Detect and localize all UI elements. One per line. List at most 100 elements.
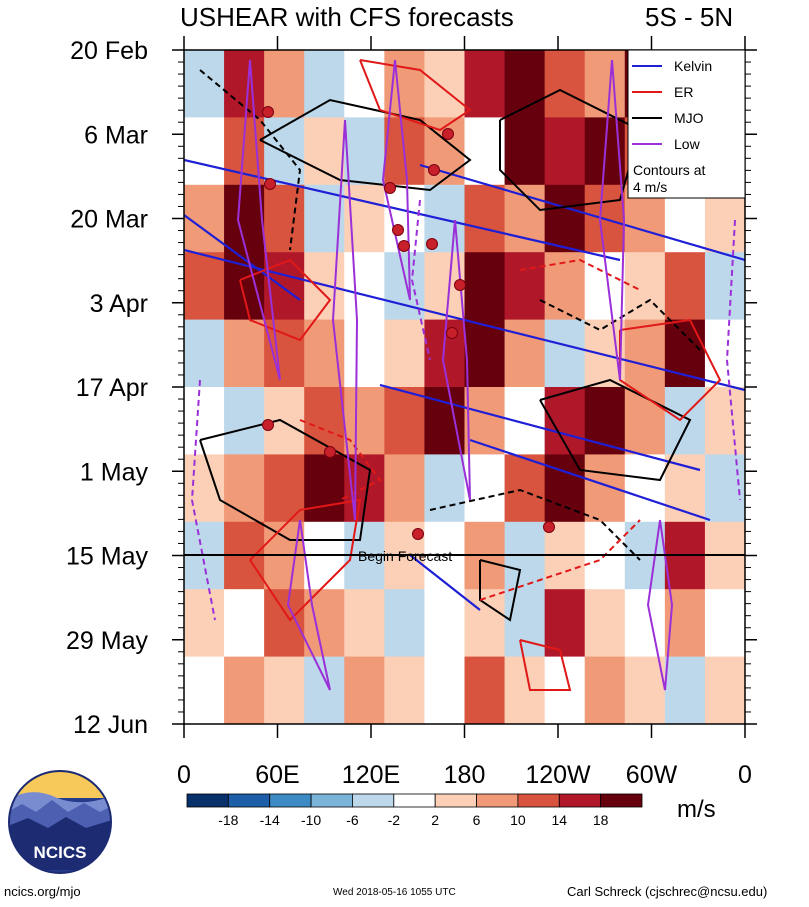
legend-box xyxy=(627,49,746,199)
heatmap-cell xyxy=(664,656,706,724)
heatmap-cell xyxy=(264,252,305,321)
er-contour xyxy=(519,639,572,691)
heatmap-cell xyxy=(384,589,425,658)
low-contour xyxy=(381,59,411,301)
legend-label: Kelvin xyxy=(674,58,712,74)
colorbar-tick-label: 10 xyxy=(510,812,526,828)
low-contour xyxy=(331,119,359,521)
heatmap-cell xyxy=(584,454,626,523)
mjo-contour xyxy=(259,98,472,192)
wave-contours xyxy=(184,59,745,691)
heatmap-cell xyxy=(184,117,225,186)
y-tick-label: 12 Jun xyxy=(73,711,148,739)
colorbar-tick-label: 14 xyxy=(551,812,567,828)
kelvin-contour xyxy=(469,438,711,522)
heatmap-cell xyxy=(424,656,465,724)
heatmap-cell xyxy=(544,319,586,388)
x-tick-label: 0 xyxy=(738,761,752,789)
heatmap-cell xyxy=(184,387,225,455)
heatmap-cell xyxy=(384,387,425,455)
heatmap-cell xyxy=(544,589,586,658)
heatmap-cell xyxy=(624,252,666,321)
heatmap-cell xyxy=(464,252,506,321)
heatmap-cell xyxy=(264,319,305,388)
y-tick-label: 3 Apr xyxy=(90,290,148,318)
colorbar-swatch xyxy=(476,793,519,808)
heatmap-cell xyxy=(504,117,546,186)
axes: 20 Feb 6 Mar 20 Mar 3 Apr 17 Apr 1 May 15 May 2… xyxy=(66,36,757,789)
heatmap-cell xyxy=(544,117,586,186)
colorbar-swatch xyxy=(517,793,560,808)
heatmap-cell xyxy=(224,319,265,388)
heatmap-cell xyxy=(224,454,265,523)
mjo-contour xyxy=(479,559,522,622)
heatmap-cell xyxy=(464,387,506,455)
y-tick-label: 20 Feb xyxy=(70,37,148,65)
heatmap-cell xyxy=(424,50,465,118)
heatmap-cell xyxy=(584,387,626,455)
legend-label: ER xyxy=(674,84,693,100)
cyclone-icon xyxy=(392,224,404,236)
low-contour xyxy=(441,219,471,501)
footer-timestamp: Wed 2018-05-16 1055 UTC xyxy=(333,887,456,898)
cyclone-icon xyxy=(543,521,555,533)
heatmap-cell xyxy=(184,50,225,118)
forecast-label: Begin Forecast xyxy=(358,548,452,564)
cyclone-markers xyxy=(262,106,555,540)
x-tick-label: 60E xyxy=(255,761,299,789)
colorbar-swatch xyxy=(269,793,312,808)
kelvin-contour xyxy=(419,163,745,262)
heatmap-cell xyxy=(184,319,225,388)
colorbar-units: m/s xyxy=(677,796,716,823)
low-contour xyxy=(410,199,431,361)
colorbar-tick-label: 2 xyxy=(431,812,439,828)
cyclone-icon xyxy=(426,238,438,250)
er-contour xyxy=(359,59,472,132)
footer-website[interactable]: ncics.org/mjo xyxy=(4,884,81,899)
colorbar: -18 -14 -10 -6 -2 2 6 10 14 18 xyxy=(186,793,643,828)
heatmap-cell xyxy=(344,319,385,388)
colorbar-swatch xyxy=(186,793,229,808)
colorbar-tick-label: 6 xyxy=(473,812,481,828)
y-tick-label: 29 May xyxy=(66,627,148,655)
heatmap-cell xyxy=(224,387,265,455)
heatmap-cell xyxy=(384,319,425,388)
x-tick-label: 180 xyxy=(444,761,486,789)
heatmap-cell xyxy=(224,589,265,658)
heatmap-cell xyxy=(224,252,265,321)
heatmap-cell xyxy=(504,252,546,321)
colorbar-swatch xyxy=(558,793,602,808)
heatmap-cell xyxy=(704,656,745,724)
heatmap-cell xyxy=(504,319,546,388)
heatmap-cell xyxy=(264,50,305,118)
heatmap-cell xyxy=(344,252,385,321)
colorbar-tick-label: -2 xyxy=(388,812,401,828)
cyclone-icon xyxy=(398,240,410,252)
kelvin-contour xyxy=(184,214,301,301)
er-contour xyxy=(239,258,332,342)
low-contour xyxy=(190,379,216,621)
heatmap-cell xyxy=(184,656,225,724)
y-tick-label: 20 Mar xyxy=(70,206,148,234)
heatmap-cell xyxy=(304,50,345,118)
heatmap-cell xyxy=(384,656,425,724)
heatmap-cell xyxy=(584,656,626,724)
heatmap-cell xyxy=(224,656,265,724)
heatmap-cell xyxy=(704,319,745,388)
heatmap-cell xyxy=(464,656,506,724)
heatmap-cell xyxy=(264,656,305,724)
heatmap-cell xyxy=(704,252,745,321)
colorbar-swatch xyxy=(600,793,643,808)
y-tick-label: 15 May xyxy=(66,543,148,571)
heatmap-cell xyxy=(264,184,305,253)
heatmap-cell xyxy=(224,50,265,118)
heatmap-cell xyxy=(624,656,666,724)
heatmap-cell xyxy=(464,319,506,388)
heatmap-cell xyxy=(464,117,506,186)
colorbar-tick-label: -6 xyxy=(346,812,359,828)
kelvin-contour xyxy=(184,158,621,262)
heatmap-cell xyxy=(344,589,385,658)
heatmap-cell xyxy=(624,319,666,388)
